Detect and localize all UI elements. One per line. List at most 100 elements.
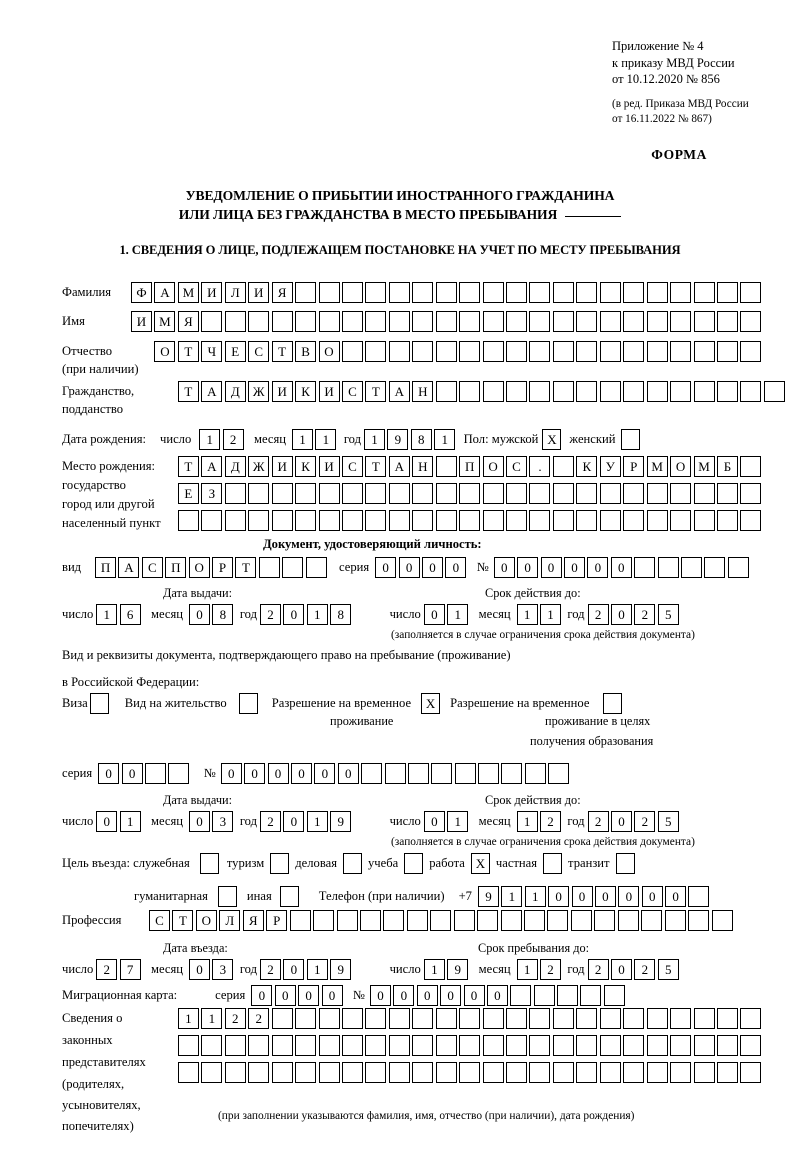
char-box[interactable]: Т: [365, 381, 387, 402]
char-box[interactable]: [529, 341, 551, 362]
char-box[interactable]: 2: [260, 604, 282, 625]
char-box[interactable]: [576, 1062, 598, 1083]
char-box[interactable]: [482, 311, 504, 332]
char-box[interactable]: [459, 282, 481, 303]
char-box[interactable]: [693, 510, 715, 531]
char-box[interactable]: 0: [398, 557, 420, 578]
char-box[interactable]: М: [177, 282, 199, 303]
char-box[interactable]: [248, 510, 270, 531]
char-box[interactable]: М: [646, 456, 668, 477]
char-box[interactable]: [623, 381, 645, 402]
char-box[interactable]: 2: [587, 959, 609, 980]
char-box[interactable]: [224, 510, 246, 531]
char-box[interactable]: [318, 282, 340, 303]
char-box[interactable]: [529, 311, 551, 332]
char-box[interactable]: [557, 985, 579, 1006]
char-box[interactable]: [646, 1062, 668, 1083]
representatives-row-3[interactable]: [177, 1062, 764, 1084]
char-box[interactable]: Ж: [248, 456, 270, 477]
char-box[interactable]: 0: [618, 886, 640, 907]
char-box[interactable]: Е: [224, 341, 246, 362]
char-box[interactable]: 2: [260, 811, 282, 832]
char-box[interactable]: .: [529, 456, 551, 477]
char-box[interactable]: О: [670, 456, 692, 477]
char-box[interactable]: [529, 1035, 551, 1056]
char-box[interactable]: 0: [445, 557, 467, 578]
char-box[interactable]: [716, 341, 738, 362]
char-box[interactable]: И: [271, 381, 293, 402]
char-box[interactable]: [693, 1035, 715, 1056]
char-box[interactable]: [248, 1035, 270, 1056]
char-box[interactable]: [576, 381, 598, 402]
purpose-private-checkbox[interactable]: [543, 853, 563, 874]
char-box[interactable]: [623, 510, 645, 531]
char-box[interactable]: 0: [189, 959, 211, 980]
char-box[interactable]: [336, 910, 358, 931]
char-box[interactable]: [599, 341, 621, 362]
representatives-row-2[interactable]: [177, 1035, 764, 1057]
char-box[interactable]: 0: [517, 557, 539, 578]
char-box[interactable]: [224, 483, 246, 504]
char-box[interactable]: [295, 311, 317, 332]
char-box[interactable]: [599, 510, 621, 531]
char-box[interactable]: 9: [477, 886, 499, 907]
char-box[interactable]: [224, 311, 246, 332]
char-box[interactable]: [482, 282, 504, 303]
char-box[interactable]: [168, 763, 190, 784]
char-box[interactable]: [365, 1062, 387, 1083]
char-box[interactable]: Я: [271, 282, 293, 303]
char-box[interactable]: [506, 1008, 528, 1029]
char-box[interactable]: Т: [271, 341, 293, 362]
char-box[interactable]: Н: [412, 456, 434, 477]
char-box[interactable]: [740, 341, 762, 362]
char-box[interactable]: [740, 381, 762, 402]
char-box[interactable]: [506, 311, 527, 332]
char-box[interactable]: [524, 910, 545, 931]
char-box[interactable]: 1: [96, 604, 118, 625]
char-box[interactable]: [552, 341, 574, 362]
char-box[interactable]: 1: [177, 1008, 199, 1029]
char-box[interactable]: 0: [571, 886, 593, 907]
char-box[interactable]: [552, 381, 574, 402]
char-box[interactable]: [482, 1035, 504, 1056]
char-box[interactable]: [716, 311, 738, 332]
char-box[interactable]: 1: [315, 429, 337, 450]
char-box[interactable]: [435, 510, 457, 531]
char-box[interactable]: [740, 311, 762, 332]
char-box[interactable]: [740, 1035, 762, 1056]
char-box[interactable]: [623, 1035, 645, 1056]
char-box[interactable]: [295, 1008, 317, 1029]
char-box[interactable]: 2: [260, 959, 282, 980]
char-box[interactable]: [529, 1008, 551, 1029]
char-box[interactable]: [552, 456, 574, 477]
char-box[interactable]: [506, 1035, 528, 1056]
char-box[interactable]: [716, 282, 738, 303]
char-box[interactable]: 8: [212, 604, 234, 625]
char-box[interactable]: [388, 510, 410, 531]
char-box[interactable]: 1: [306, 959, 328, 980]
char-box[interactable]: [341, 282, 363, 303]
char-box[interactable]: [688, 910, 710, 931]
char-box[interactable]: 0: [610, 811, 632, 832]
char-box[interactable]: [740, 510, 762, 531]
char-box[interactable]: [599, 1035, 621, 1056]
char-box[interactable]: [388, 311, 410, 332]
char-box[interactable]: С: [141, 557, 163, 578]
char-box[interactable]: [459, 510, 481, 531]
char-box[interactable]: И: [131, 311, 152, 332]
char-box[interactable]: [295, 483, 317, 504]
char-box[interactable]: Д: [224, 381, 246, 402]
char-box[interactable]: [388, 483, 410, 504]
char-box[interactable]: А: [388, 456, 410, 477]
char-box[interactable]: [412, 341, 434, 362]
char-box[interactable]: 0: [121, 763, 143, 784]
char-box[interactable]: С: [506, 456, 528, 477]
char-box[interactable]: [248, 311, 270, 332]
char-box[interactable]: [435, 483, 457, 504]
char-box[interactable]: [341, 483, 363, 504]
